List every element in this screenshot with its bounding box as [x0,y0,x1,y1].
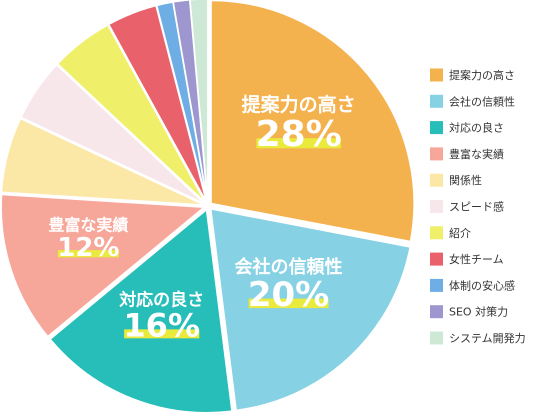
legend-swatch [430,226,443,240]
legend-label: 豊富な実績 [449,147,504,161]
percent-highlight [57,250,119,258]
percent-highlight [256,138,341,149]
legend-label: 対応の良さ [449,121,504,135]
legend-label: SEO 対策力 [449,305,508,319]
pie-slice [56,23,207,204]
pie-slices [0,0,415,414]
slice-percent-label: 12% [57,233,119,263]
pie-slice [0,193,207,338]
legend-label: システム開発力 [449,331,526,345]
legend-label: 関係性 [449,173,482,187]
legend-label: 提案力の高さ [449,68,515,82]
pie-slice [0,117,205,206]
legend-swatch [430,147,443,161]
legend-label: 女性チーム [449,252,504,266]
slice-percent-label: 20% [248,275,329,315]
legend-swatch [430,305,443,319]
slice-label: 豊富な実績 [48,216,128,235]
slice-label: 提案力の高さ [242,93,356,116]
pie-slice [209,207,412,412]
legend-label: 会社の信頼性 [449,94,515,108]
slice-label: 対応の良さ [118,289,204,310]
slice-percent-label: 16% [123,306,200,344]
pie-slice [49,208,233,414]
legend-swatch [430,94,443,108]
pie-slice [210,0,415,243]
legend-swatch [430,68,443,82]
slice-label: 会社の信頼性 [235,256,343,278]
percent-highlight [248,298,329,309]
legend-swatch [430,121,443,135]
percent-highlight [124,329,200,339]
legend: 提案力の高さ会社の信頼性対応の良さ豊富な実績関係性スピード感紹介女性チーム体制の… [430,68,526,345]
legend-label: 体制の安心感 [449,278,515,292]
legend-label: 紹介 [449,227,471,240]
legend-swatch [430,331,443,345]
slice-percent-label: 28% [256,114,342,155]
pie-slice [20,63,206,205]
legend-swatch [430,200,443,213]
legend-swatch [430,252,443,266]
pie-slice [189,0,209,203]
pie-slice [172,0,209,203]
legend-label: スピード感 [449,201,504,214]
legend-swatch [430,173,443,187]
legend-swatch [430,278,443,292]
